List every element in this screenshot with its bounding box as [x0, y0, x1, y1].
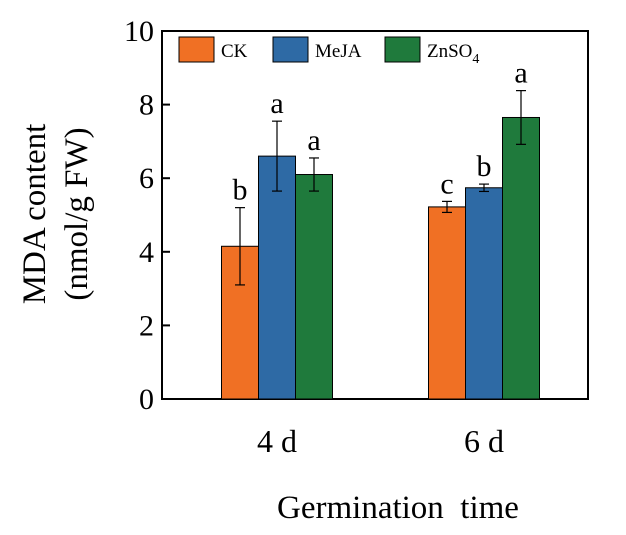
x-axis-title: Germination time — [277, 490, 519, 526]
y-axis-title-line2: (nmol/g FW) — [59, 127, 95, 300]
significance-letter: a — [514, 57, 527, 90]
plot-frame — [161, 30, 589, 400]
y-tick-label: 6 — [139, 162, 154, 195]
significance-letter: b — [477, 150, 492, 183]
significance-letter: a — [307, 124, 320, 157]
bar-ck-2 — [428, 206, 466, 400]
y-tick-label: 2 — [139, 309, 154, 342]
legend-swatch-znso4 — [384, 36, 421, 63]
significance-letter: a — [270, 87, 283, 120]
legend-swatch-ck — [178, 36, 215, 63]
legend-label-meja: MeJA — [315, 41, 362, 62]
x-tick-label: 4 d — [257, 423, 297, 459]
plot-border — [161, 30, 589, 400]
legend: CK MeJA ZnSO4 — [178, 36, 479, 67]
legend-label-ck: CK — [221, 41, 248, 62]
x-tick-label: 6 d — [464, 423, 504, 459]
y-axis: 0 2 4 6 8 10 — [124, 15, 170, 416]
y-tick-label: 0 — [139, 383, 154, 416]
y-axis-title-line1: MDA content — [17, 124, 53, 305]
x-axis: 4 d 6 d — [257, 391, 504, 459]
bar-meja-1 — [258, 155, 296, 400]
bar-meja-2 — [465, 187, 503, 400]
legend-label-base: ZnSO — [427, 41, 472, 62]
bar-znso4-1 — [295, 174, 333, 400]
bar-ck-1 — [221, 245, 259, 400]
y-tick-label: 4 — [139, 236, 154, 269]
significance-letter: c — [440, 167, 453, 200]
legend-label-znso4: ZnSO4 — [427, 41, 479, 67]
legend-label-subscript: 4 — [472, 52, 479, 67]
y-tick-label: 10 — [124, 15, 154, 48]
bar-znso4-2 — [502, 116, 540, 400]
y-tick-label: 8 — [139, 89, 154, 122]
legend-swatch-meja — [272, 36, 309, 63]
significance-letter: b — [233, 174, 248, 207]
